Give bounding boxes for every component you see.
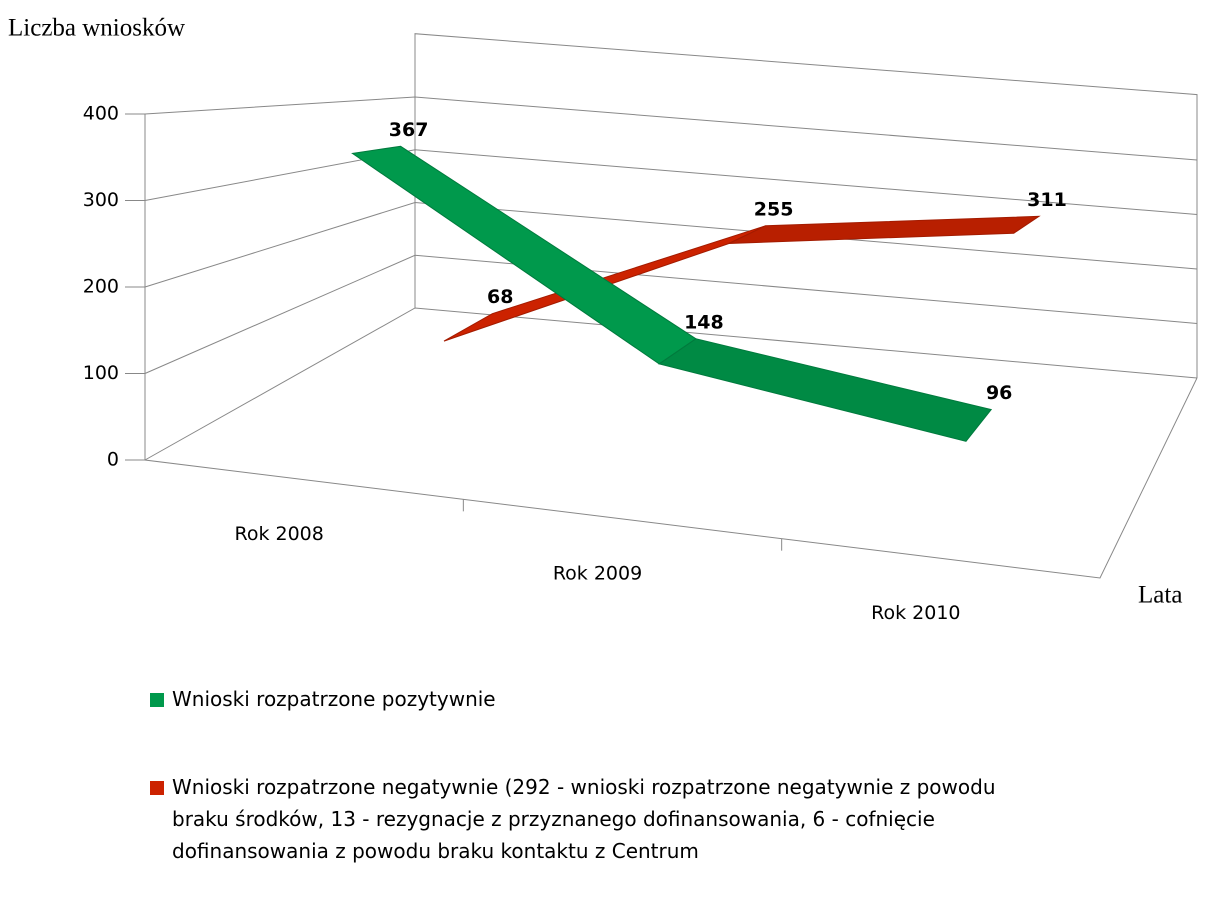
data-label: 148	[684, 311, 724, 333]
legend-label: Wnioski rozpatrzone negatywnie (292 - wn…	[172, 775, 996, 863]
legend-swatch	[150, 781, 164, 795]
y-tick-label: 0	[107, 449, 119, 471]
data-label: 255	[754, 198, 794, 220]
ribbon-segment	[658, 338, 993, 442]
y-tick-label: 400	[83, 103, 119, 125]
grid-line	[144, 96, 1198, 161]
x-tick-label: Rok 2009	[553, 563, 642, 585]
y-tick-label: 100	[83, 362, 119, 384]
data-label: 311	[1027, 189, 1067, 211]
x-tick-label: Rok 2010	[871, 602, 960, 624]
y-axis-label: Liczba wniosków	[8, 15, 185, 42]
data-label: 96	[986, 382, 1012, 404]
x-axis-label: Lata	[1138, 582, 1182, 609]
legend-label: Wnioski rozpatrzone pozytywnie	[172, 687, 496, 711]
wall-edge	[414, 33, 1198, 378]
ribbon-segment	[351, 145, 697, 365]
x-tick-label: Rok 2008	[234, 523, 323, 545]
legend-item: Wnioski rozpatrzone pozytywnie	[150, 683, 1050, 715]
page: Liczba wniosków Lata 0 100 200 300 400 Rok 20…	[8, 14, 1198, 863]
chart: Liczba wniosków Lata 0 100 200 300 400 Rok 20…	[8, 15, 1198, 624]
data-label: 367	[389, 119, 429, 141]
legend-swatch	[150, 693, 164, 707]
axis-line	[144, 114, 1198, 579]
grid-line	[144, 201, 1198, 288]
legend-item: Wnioski rozpatrzone negatywnie (292 - wn…	[150, 771, 1050, 867]
y-tick-label: 200	[83, 276, 119, 298]
ribbon-segment	[728, 215, 1041, 244]
y-tick-label: 300	[83, 189, 119, 211]
data-label: 68	[487, 286, 513, 308]
legend: Wnioski rozpatrzone pozytywnie Wnioski ro…	[150, 683, 1050, 923]
